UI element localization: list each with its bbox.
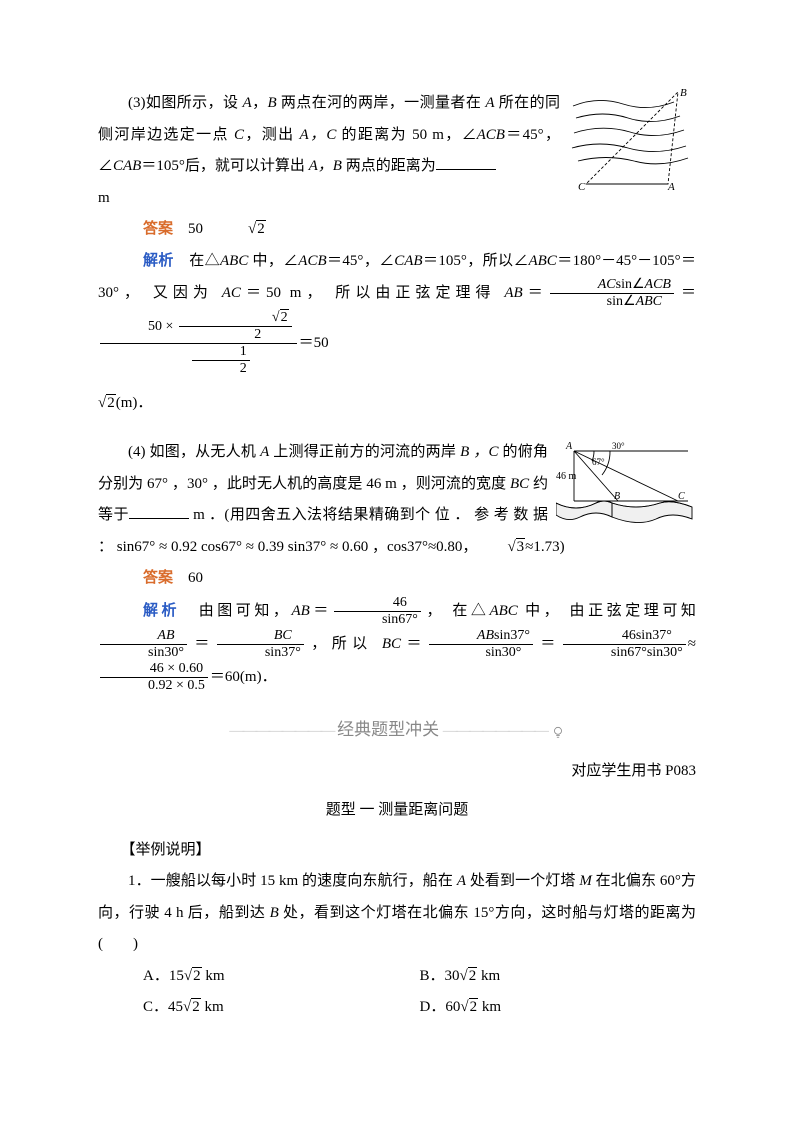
q1-options: A．152 km B．302 km C．452 km D．602 km <box>143 961 696 1024</box>
option-a[interactable]: A．152 km <box>143 961 420 993</box>
analysis-label: 解析 <box>143 253 174 269</box>
option-c[interactable]: C．452 km <box>143 992 420 1024</box>
svg-text:C: C <box>578 181 586 193</box>
blank-q3 <box>436 155 496 170</box>
figure-q4: A 30° 67° 46 m B C <box>556 437 696 525</box>
example-header: 【举例说明】 <box>98 835 696 867</box>
svg-text:46 m: 46 m <box>556 471 577 482</box>
svg-text:A: A <box>667 181 675 193</box>
q3-analysis-2: 2(m)． <box>98 388 696 420</box>
section-divider: ———————— 经典题型冲关 ———————— <box>98 712 696 748</box>
q3-answer: 答案 502 <box>98 214 696 246</box>
svg-text:B: B <box>680 88 687 99</box>
analysis-label: 解析 <box>143 603 180 619</box>
q1-text: 1．一艘船以每小时 15 km 的速度向东航行，船在 A 处看到一个灯塔 M 在… <box>98 866 696 961</box>
bulb-icon <box>551 725 565 739</box>
q4-answer: 答案 60 <box>98 563 696 595</box>
figure-q3: B C A <box>568 88 696 193</box>
topic-title: 题型 一 测量距离问题 <box>98 795 696 827</box>
svg-text:30°: 30° <box>612 441 625 451</box>
question-3: B C A (3)如图所示，设 A，B 两点在河的两岸，一测量者在 A 所在的同… <box>98 88 696 419</box>
answer-label: 答案 <box>143 570 173 586</box>
page-reference: 对应学生用书 P083 <box>98 756 696 788</box>
q3-analysis: 解析 在△ABC 中，∠ACB＝45°，∠CAB＝105°，所以∠ABC＝180… <box>98 246 696 378</box>
blank-q4 <box>129 504 189 519</box>
option-b[interactable]: B．302 km <box>420 961 697 993</box>
svg-text:67°: 67° <box>592 457 605 467</box>
divider-title: 经典题型冲关 <box>337 720 439 739</box>
svg-text:A: A <box>565 441 573 452</box>
svg-text:B: B <box>614 491 620 502</box>
svg-text:C: C <box>678 491 685 502</box>
question-4: A 30° 67° 46 m B C (4) 如图，从无人机 A 上测得正前方的… <box>98 437 696 694</box>
answer-label: 答案 <box>143 221 173 237</box>
q4-analysis: 解析 由图可知，AB＝46sin67°， 在△ABC 中， 由正弦定理可知 AB… <box>98 595 696 695</box>
option-d[interactable]: D．602 km <box>420 992 697 1024</box>
